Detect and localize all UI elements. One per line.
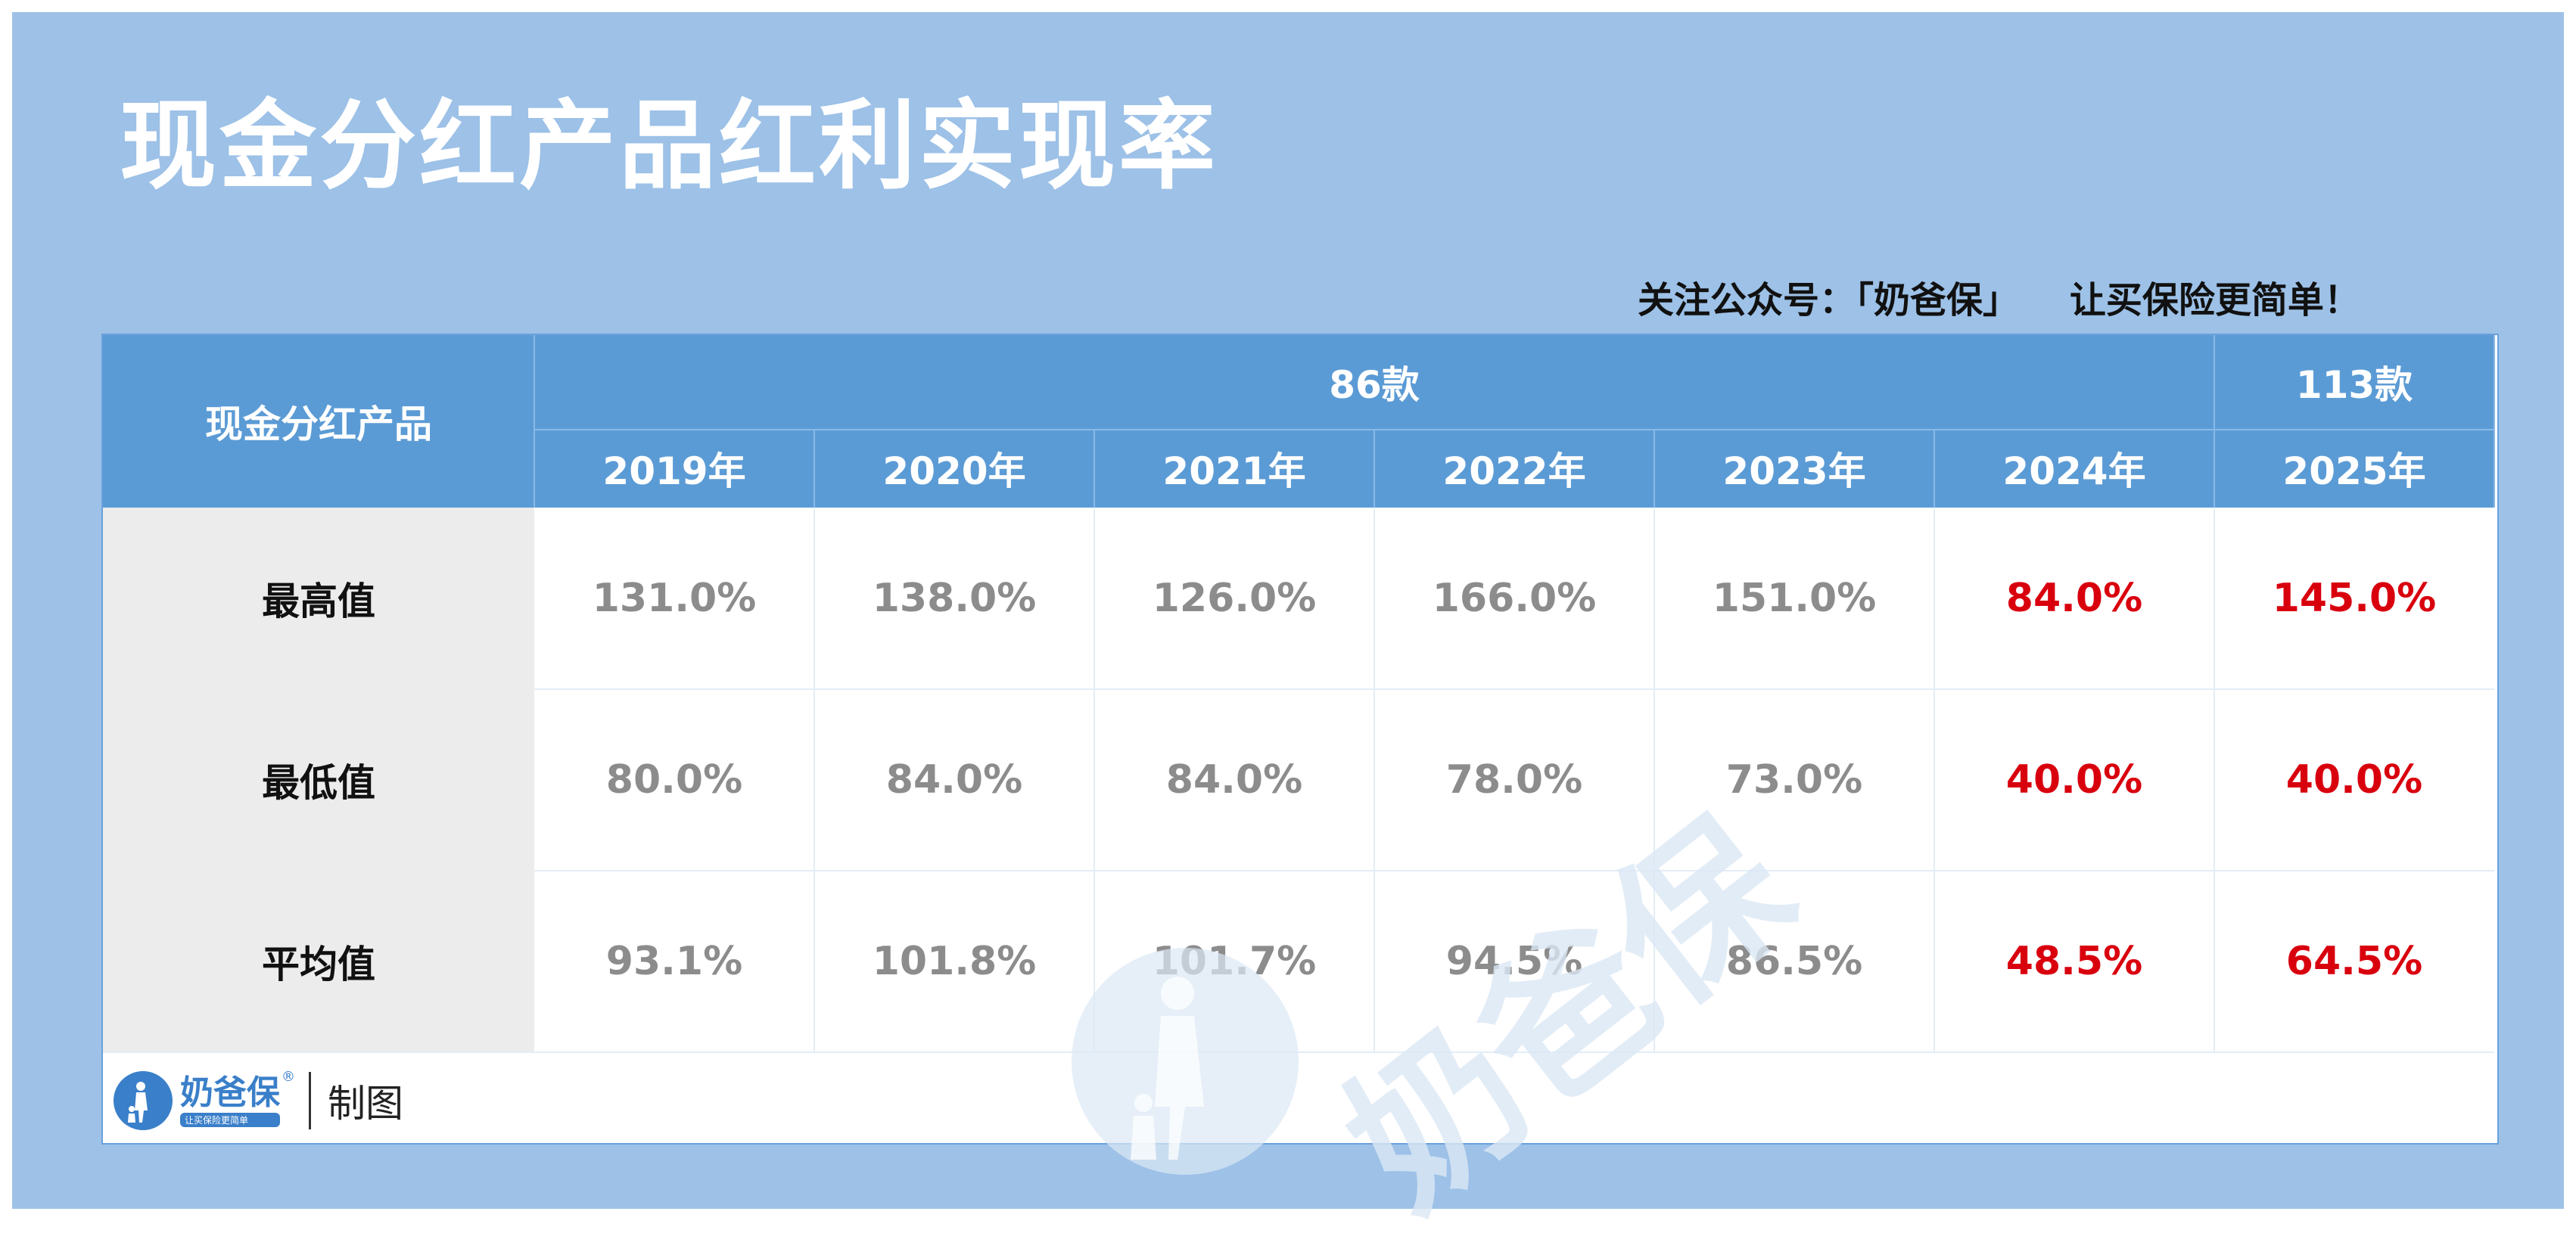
- corner-header: 现金分红产品: [103, 335, 534, 508]
- data-table: 现金分红产品 86款 113款 2019年 2020年 2021年 2022年 2023…: [101, 334, 2499, 1245]
- column-header: 2022年: [1374, 429, 1654, 508]
- column-divider: [2214, 508, 2215, 1052]
- table-cell: 40.0%: [2005, 757, 2143, 803]
- group-header-113: 113款: [2214, 335, 2494, 429]
- header-column-divider: [2214, 335, 2215, 508]
- footer-label: 制图: [328, 1082, 403, 1126]
- header-column-divider: [814, 429, 815, 508]
- header-column-divider: [1654, 429, 1655, 508]
- column-divider: [1094, 508, 1095, 1052]
- slogan-text: 关注公众号：「奶爸保」 让买保险更简单！: [1638, 279, 2360, 321]
- table-cell: 78.0%: [1445, 757, 1583, 803]
- header-column-divider: [1094, 429, 1095, 508]
- column-divider: [1654, 508, 1655, 1052]
- brand-tagline: 让买保险更简单: [180, 1112, 280, 1127]
- page-background: 现金分红产品红利实现率 关注公众号：「奶爸保」 让买保险更简单！ 现金分红产品 …: [12, 12, 2564, 1245]
- footer-divider: [309, 1072, 311, 1129]
- brand-logo-icon: [114, 1071, 173, 1130]
- table-cell: 101.8%: [872, 939, 1037, 984]
- column-divider: [814, 508, 815, 1052]
- column-header: 2019年: [534, 429, 814, 508]
- column-divider: [1374, 508, 1375, 1052]
- row-label: 最低值: [103, 689, 534, 871]
- table-cell: 145.0%: [2272, 576, 2437, 621]
- table-cell: 73.0%: [1725, 757, 1863, 803]
- table-cell: 84.0%: [1165, 757, 1303, 803]
- group-header-86: 86款: [534, 335, 2214, 429]
- table-cell: 80.0%: [605, 757, 743, 803]
- table-cell: 84.0%: [2005, 576, 2143, 621]
- table-cell: 40.0%: [2285, 757, 2423, 803]
- row-label: 最高值: [103, 508, 534, 689]
- table-cell: 126.0%: [1152, 576, 1317, 621]
- table-cell: 94.5%: [1445, 939, 1583, 984]
- column-header: 2023年: [1654, 429, 1934, 508]
- row-label: 平均值: [103, 871, 534, 1052]
- header-divider: [534, 429, 2494, 430]
- table-cell: 84.0%: [885, 757, 1023, 803]
- table-cell: 131.0%: [592, 576, 757, 621]
- footer-divider-line: [103, 1051, 534, 1053]
- registered-mark: ®: [282, 1069, 295, 1085]
- column-header: 2024年: [1934, 429, 2214, 508]
- column-header: 2025年: [2214, 429, 2494, 508]
- header-column-divider: [2494, 335, 2495, 508]
- header-column-divider: [1374, 429, 1375, 508]
- row-divider: [534, 1051, 2494, 1053]
- header-column-divider: [1934, 429, 1935, 508]
- table-cell: 86.5%: [1725, 939, 1863, 984]
- page-title: 现金分红产品红利实现率: [120, 90, 1219, 203]
- table-cell: 64.5%: [2285, 939, 2423, 984]
- column-header: 2021年: [1094, 429, 1374, 508]
- brand-name: 奶爸保: [180, 1073, 280, 1112]
- header-column-divider: [534, 335, 535, 508]
- table-cell: 151.0%: [1712, 576, 1877, 621]
- row-divider: [534, 688, 2494, 690]
- table-cell: 93.1%: [605, 939, 743, 984]
- footer: 奶爸保 让买保险更简单 ® 制图: [114, 1063, 403, 1138]
- column-header: 2020年: [814, 429, 1094, 508]
- table-cell: 138.0%: [872, 576, 1037, 621]
- table-cell: 166.0%: [1432, 576, 1597, 621]
- column-divider: [1934, 508, 1935, 1052]
- table-cell: 101.7%: [1152, 939, 1317, 984]
- row-divider: [534, 870, 2494, 871]
- table-cell: 48.5%: [2005, 939, 2143, 984]
